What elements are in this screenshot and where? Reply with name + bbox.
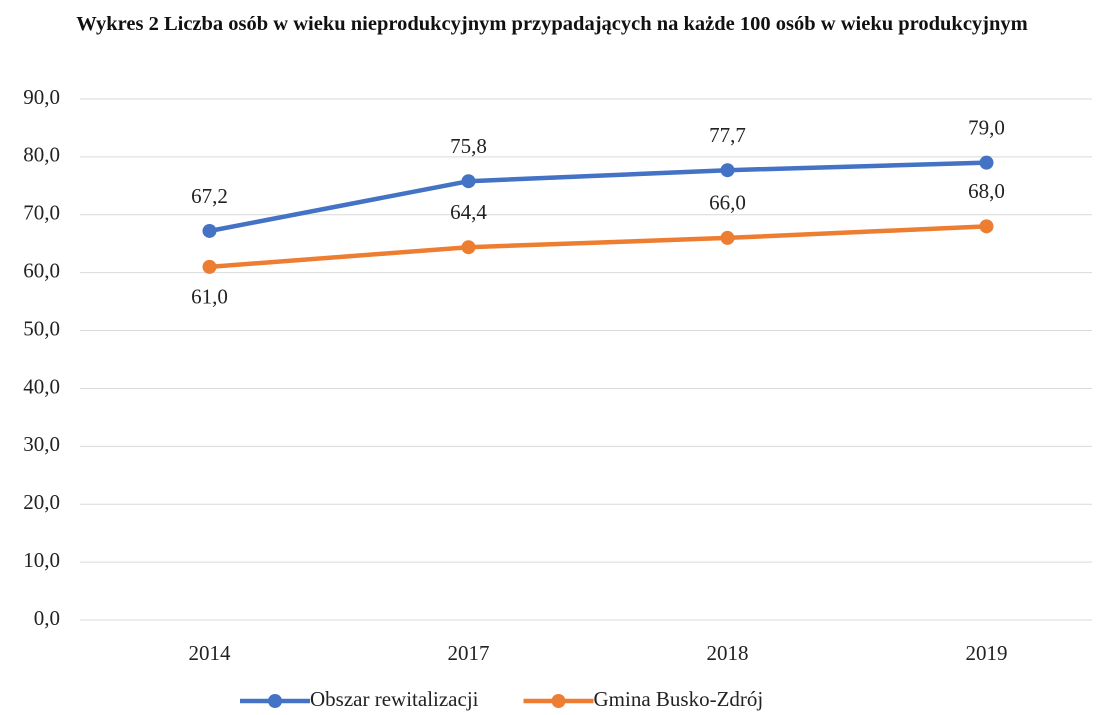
data-label: 64,4 bbox=[450, 200, 487, 224]
data-label: 79,0 bbox=[968, 115, 1005, 139]
data-point bbox=[202, 223, 217, 238]
y-tick-label: 60,0 bbox=[23, 258, 60, 282]
data-label: 66,0 bbox=[709, 191, 746, 215]
x-tick-label: 2018 bbox=[707, 641, 749, 665]
data-point bbox=[979, 219, 994, 234]
legend-label: Gmina Busko-Zdrój bbox=[594, 687, 764, 711]
data-label: 61,0 bbox=[191, 285, 228, 309]
data-label: 68,0 bbox=[968, 179, 1005, 203]
y-tick-label: 90,0 bbox=[23, 85, 60, 109]
series-line bbox=[209, 160, 987, 234]
y-tick-label: 40,0 bbox=[23, 374, 60, 398]
chart-title: Wykres 2 Liczba osób w wieku nieprodukcy… bbox=[76, 13, 1028, 35]
y-tick-label: 10,0 bbox=[23, 548, 60, 572]
y-tick-label: 70,0 bbox=[23, 201, 60, 225]
y-tick-label: 80,0 bbox=[23, 143, 60, 167]
data-point bbox=[461, 174, 476, 189]
data-point bbox=[720, 230, 735, 245]
y-tick-label: 50,0 bbox=[23, 316, 60, 340]
data-label: 77,7 bbox=[709, 123, 746, 147]
series-line bbox=[209, 224, 987, 270]
data-point bbox=[202, 259, 217, 274]
legend-label: Obszar rewitalizacji bbox=[310, 687, 479, 711]
legend-marker bbox=[551, 694, 566, 708]
y-tick-label: 0,0 bbox=[34, 606, 60, 630]
data-point bbox=[461, 240, 476, 255]
legend-marker bbox=[268, 694, 282, 708]
y-tick-label: 30,0 bbox=[23, 432, 60, 456]
data-point bbox=[979, 155, 994, 170]
x-tick-label: 2014 bbox=[189, 641, 232, 665]
x-tick-label: 2017 bbox=[448, 641, 490, 665]
data-point bbox=[720, 163, 735, 178]
data-label: 75,8 bbox=[450, 134, 487, 158]
data-label: 67,2 bbox=[191, 184, 228, 208]
y-tick-label: 20,0 bbox=[23, 490, 60, 514]
x-tick-label: 2019 bbox=[966, 641, 1008, 665]
